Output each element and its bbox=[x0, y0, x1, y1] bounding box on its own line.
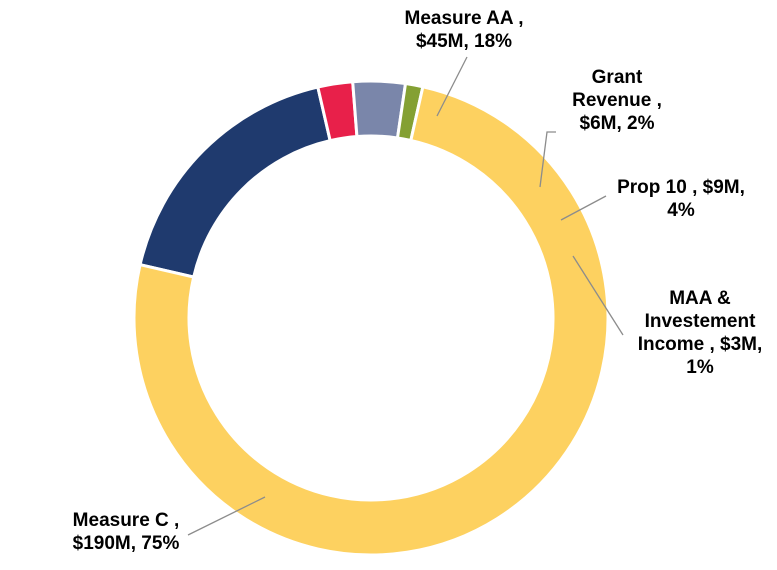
leader-line-measure-c bbox=[187, 496, 266, 536]
data-label-prop-10: Prop 10 , $9M, 4% bbox=[617, 177, 745, 221]
leader-line-grant-revenue bbox=[539, 131, 556, 188]
leader-line-prop-10 bbox=[560, 195, 607, 221]
leader-line-measure-aa bbox=[436, 56, 468, 117]
slices-group bbox=[132, 79, 610, 557]
labels-group: Measure AA , $45M, 18% Grant Revenue , $6M, … bbox=[73, 8, 763, 554]
data-label-maa-investement-income: MAA & Investement Income , $3M, 1% bbox=[638, 288, 763, 378]
slice-measure-aa bbox=[138, 85, 332, 279]
data-label-measure-aa: Measure AA , $45M, 18% bbox=[405, 8, 524, 52]
leader-line-maa-investement-income bbox=[572, 255, 624, 336]
data-label-grant-revenue: Grant Revenue , $6M, 2% bbox=[572, 67, 662, 134]
data-label-measure-c: Measure C , $190M, 75% bbox=[73, 510, 180, 554]
slice-measure-c bbox=[132, 84, 610, 557]
leader-lines-group bbox=[187, 56, 624, 536]
